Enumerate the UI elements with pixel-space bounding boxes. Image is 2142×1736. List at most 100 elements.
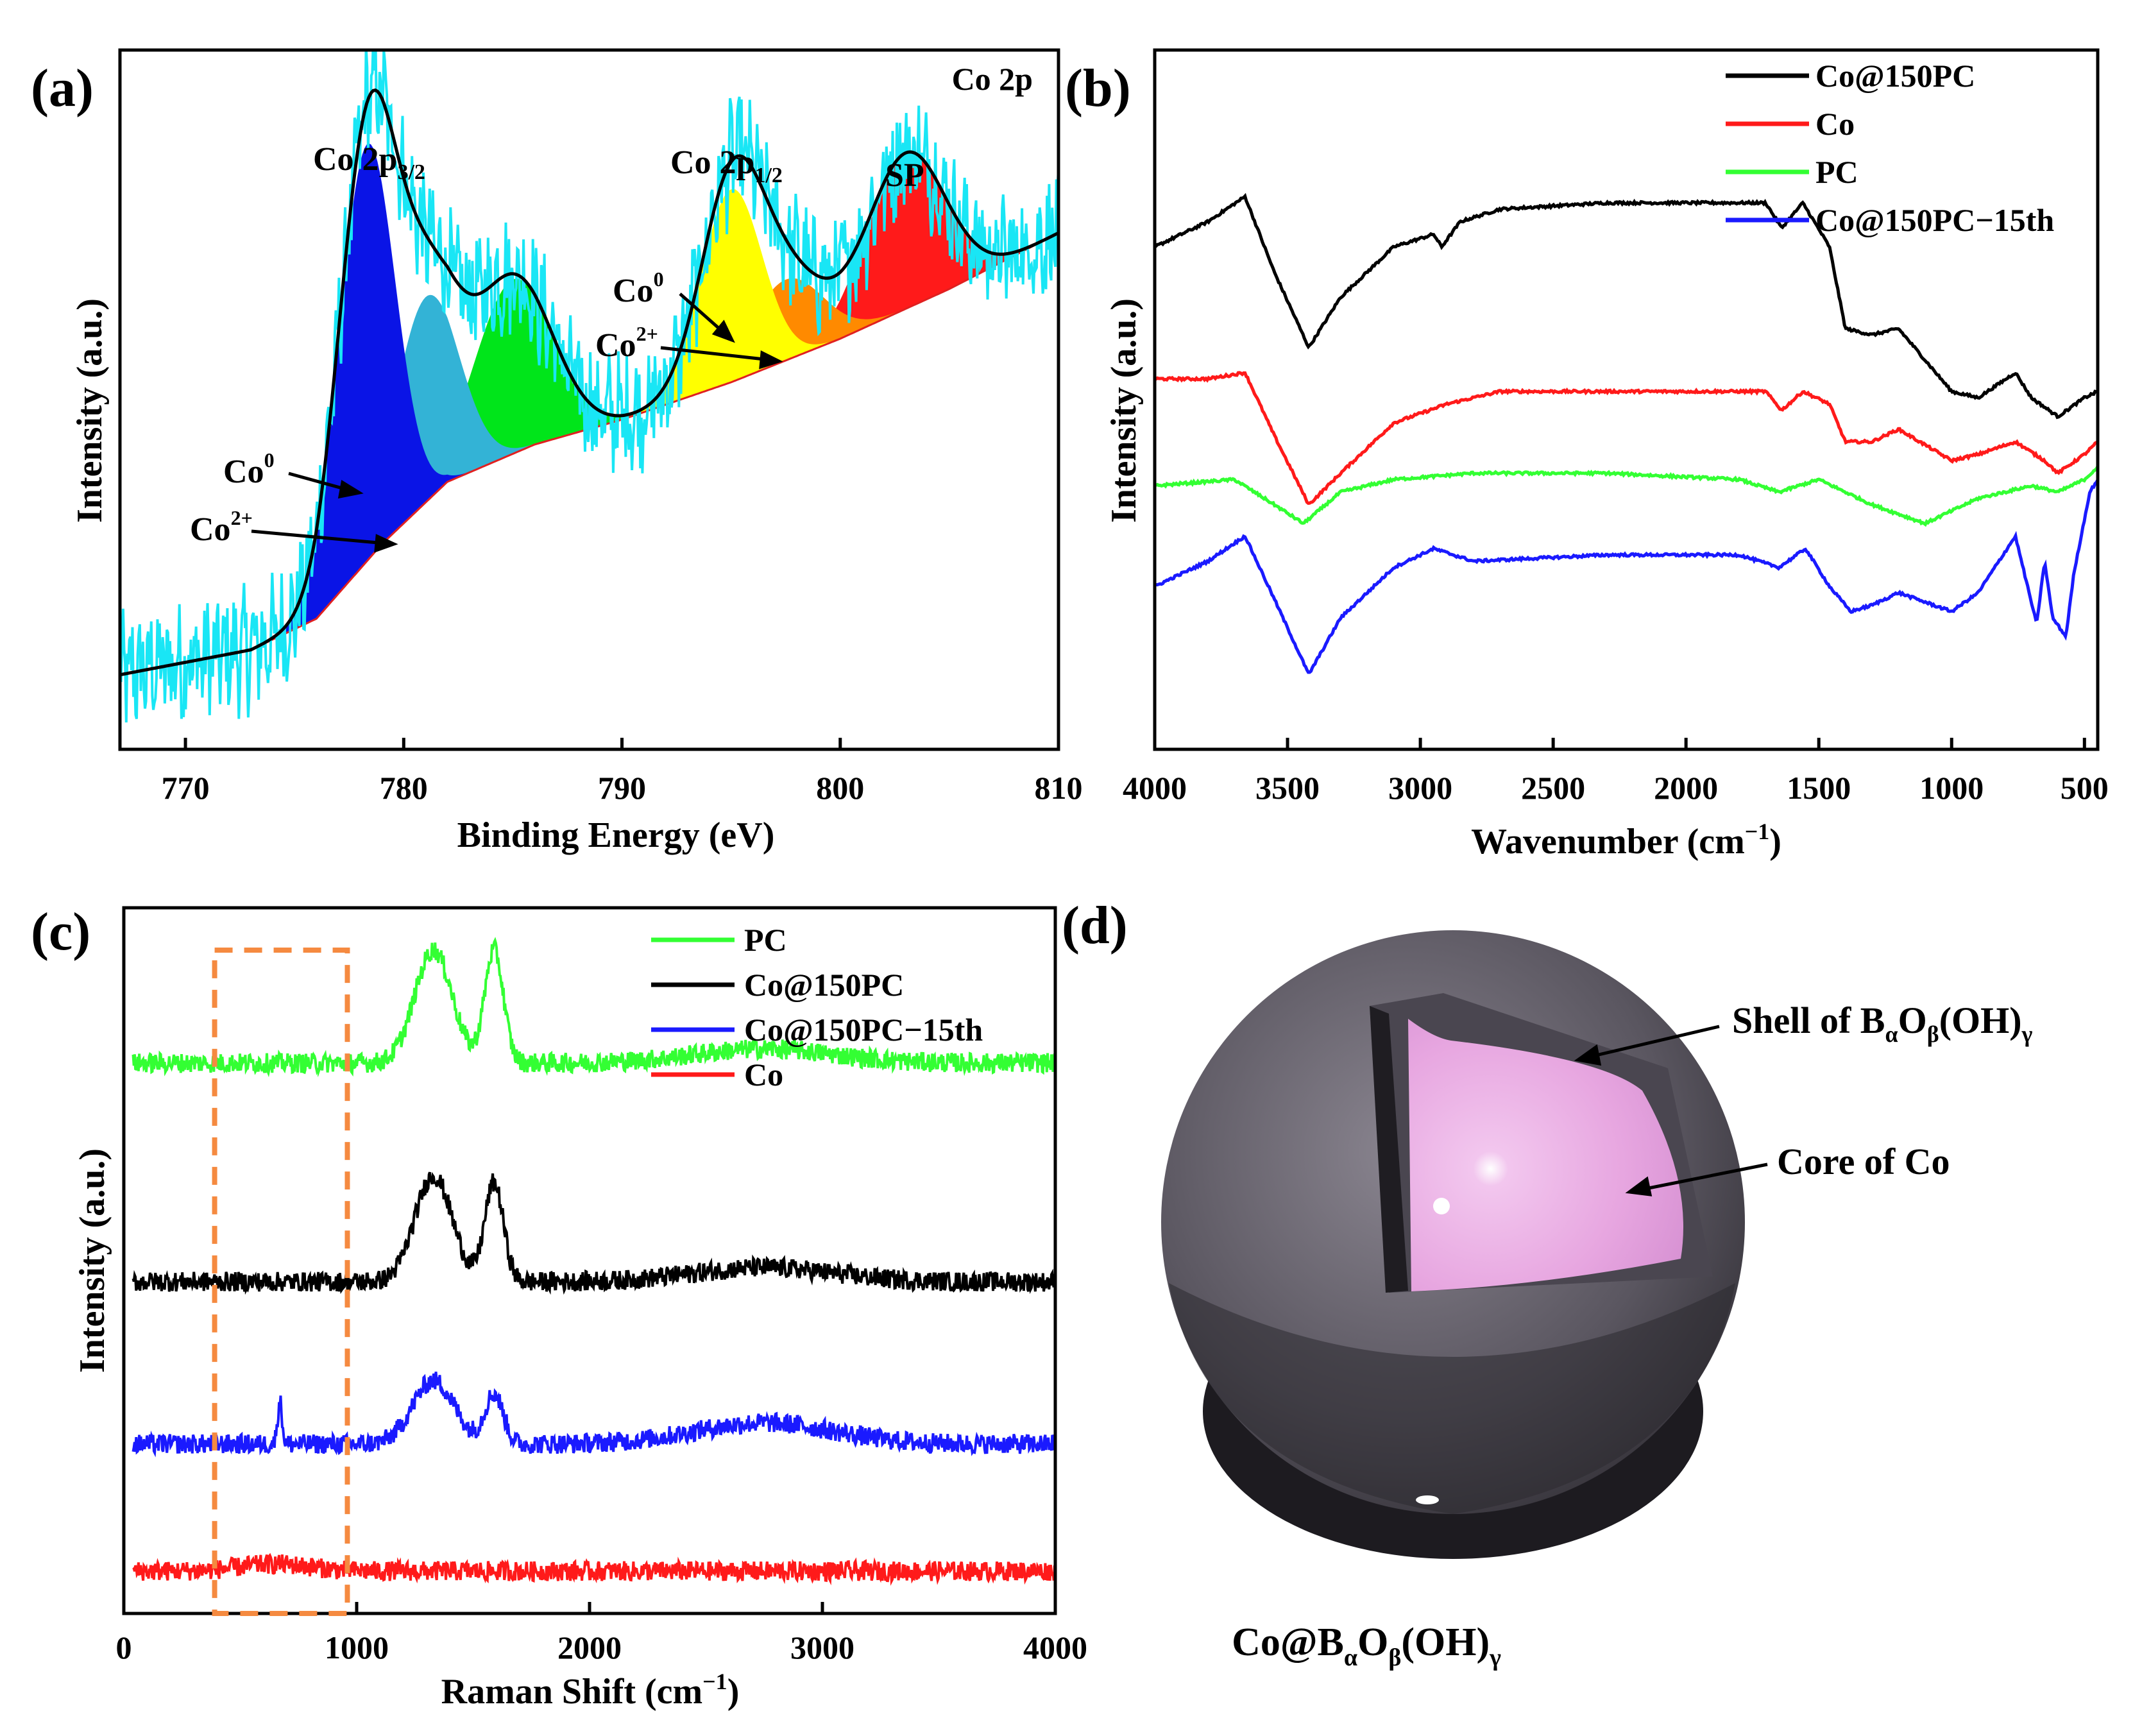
panel-a-y-label: Intensity (a.u.) [70,298,110,523]
b-legend-label-0: Co@150PC [1815,58,1975,94]
c-tick-label-2000: 2000 [557,1630,622,1665]
panel-label-a: (a) [31,58,94,118]
annot-co0-left: Co0 [223,448,275,490]
b-legend-label-2: PC [1815,154,1858,190]
cobalt-core [1408,1019,1683,1291]
shell-label-text: Shell of B [1732,1000,1885,1041]
panel-d: (d) Shell of BαOβ(OH)γ Core of Co Co@BαO… [1062,896,2033,1671]
panel-c-x-label-main: Raman Shift (cm [441,1672,703,1712]
shell-label: Shell of BαOβ(OH)γ [1732,1000,2033,1047]
c-legend-label-3: Co [744,1057,783,1093]
panel-a-title: Co 2p [952,61,1033,97]
panel-c-plot [132,937,1055,1586]
arrowhead-shell [1574,1044,1602,1066]
shell-O: O [1898,1000,1927,1041]
formula-main: Co@B [1232,1621,1344,1664]
peak-label-co2p32-main: Co 2p [313,141,397,178]
b-legend-label-3: Co@150PC−15th [1815,202,2054,238]
c-tick-label-4000: 4000 [1023,1630,1087,1665]
formula-OH: (OH) [1401,1621,1490,1664]
annot-co2-right: Co2+ [595,322,658,364]
peak-label-co2p32: Co 2p3/2 [313,141,425,184]
b-tick-label-2500: 2500 [1521,770,1585,806]
c-series-line-0 [132,937,1055,1078]
c-highlight-box [212,948,350,1616]
annot-co2-right-main: Co [595,327,636,364]
formula-label: Co@BαOβ(OH)γ [1232,1621,1501,1671]
panel-label-c: (c) [31,902,90,962]
annot-co0-right-sup: 0 [654,268,664,291]
a-tick-label-770: 770 [162,770,210,806]
panel-c-y-label: Intensity (a.u.) [72,1148,112,1373]
shell-cut-inner-dark [1370,1006,1408,1293]
panel-c-x-label-sup: −1 [702,1669,727,1694]
b-legend-label-1: Co [1815,106,1855,142]
formula-sub-gamma: γ [1489,1644,1501,1671]
core-highlight [1433,1198,1450,1214]
panel-b-y-label: Intensity (a.u.) [1104,298,1144,523]
c-tick-label-0: 0 [116,1630,132,1665]
panel-a-x-label: Binding Energy (eV) [457,815,775,855]
a-tick-label-790: 790 [598,770,646,806]
peak-label-co2p12-main: Co 2p [670,144,754,181]
panel-label-d: (d) [1062,896,1128,955]
arrowhead-co2-right [759,350,783,370]
b-tick-label-1500: 1500 [1787,770,1851,806]
annotation-arrows [251,293,783,553]
annot-co0-right: Co0 [613,268,664,309]
peak-label-sp: SP [885,157,924,194]
annot-co0-left-main: Co [223,454,264,490]
c-legend-label-0: PC [744,922,787,958]
annot-co2-left: Co2+ [190,506,253,548]
arrowhead-core [1625,1176,1653,1196]
panel-a-frame [118,48,1060,751]
b-tick-label-3500: 3500 [1255,770,1320,806]
c-series-line-3 [132,1553,1055,1586]
panel-b-x-label-main: Wavenumber (cm [1471,822,1745,862]
a-tick-label-800: 800 [816,770,864,806]
b-series-line-3 [1155,479,2098,674]
c-series-line-2 [132,1372,1055,1458]
panel-b-plot [1155,192,2098,674]
formula-sub-alpha: α [1344,1644,1357,1671]
panel-a-plot [120,50,1058,723]
panel-label-b: (b) [1065,58,1131,118]
arrowhead-co2-left [374,534,398,553]
formula-O: O [1357,1621,1388,1664]
panel-b-frame [1153,48,2100,751]
panel-c-legend: PC Co@150PC Co@150PC−15th Co [212,922,983,1616]
panel-a: (a) 770 780 790 800 810 Binding Energy (eV) … [31,48,1083,855]
arrow-core [1638,1162,1768,1192]
peak-label-co2p12-sub: 1/2 [754,164,782,187]
annot-co0-left-sup: 0 [264,448,275,472]
shell-sub-alpha: α [1885,1021,1898,1047]
b-tick-label-3000: 3000 [1388,770,1452,806]
b-series-line-1 [1155,371,2098,505]
arrow-co2-right [660,346,770,362]
a-fit-envelope [120,88,1058,677]
annot-co2-left-sup: 2+ [231,506,253,529]
panel-c-x-label: Raman Shift (cm−1) [441,1669,740,1712]
core-label: Core of Co [1777,1141,1950,1182]
peak-label-co2p12: Co 2p1/2 [670,144,783,187]
b-series-line-2 [1155,465,2098,527]
c-tick-label-3000: 3000 [790,1630,854,1665]
panel-c: (c) 0 1000 2000 3000 4000 Raman Shift (cm−1)… [31,902,1087,1712]
panel-b-legend: Co@150PC Co PC Co@150PC−15th [1726,58,2054,238]
arrow-co0-right [679,293,726,335]
b-tick-label-500: 500 [2061,770,2109,806]
arrow-co2-left [251,529,386,545]
panel-b-x-label-sup: −1 [1745,819,1770,844]
peak-label-co2p32-sub: 3/2 [397,160,425,184]
c-legend-label-2: Co@150PC−15th [744,1012,983,1048]
formula-sub-beta: β [1388,1644,1401,1671]
annot-co2-right-sup: 2+ [636,322,658,345]
panel-a-x-ticks: 770 780 790 800 810 [162,738,1083,806]
a-tick-label-810: 810 [1035,770,1083,806]
b-tick-label-2000: 2000 [1654,770,1718,806]
b-series-line-0 [1155,192,2098,420]
shell-sub-gamma: γ [2021,1021,2033,1047]
c-tick-label-1000: 1000 [325,1630,389,1665]
b-tick-label-4000: 4000 [1123,770,1187,806]
